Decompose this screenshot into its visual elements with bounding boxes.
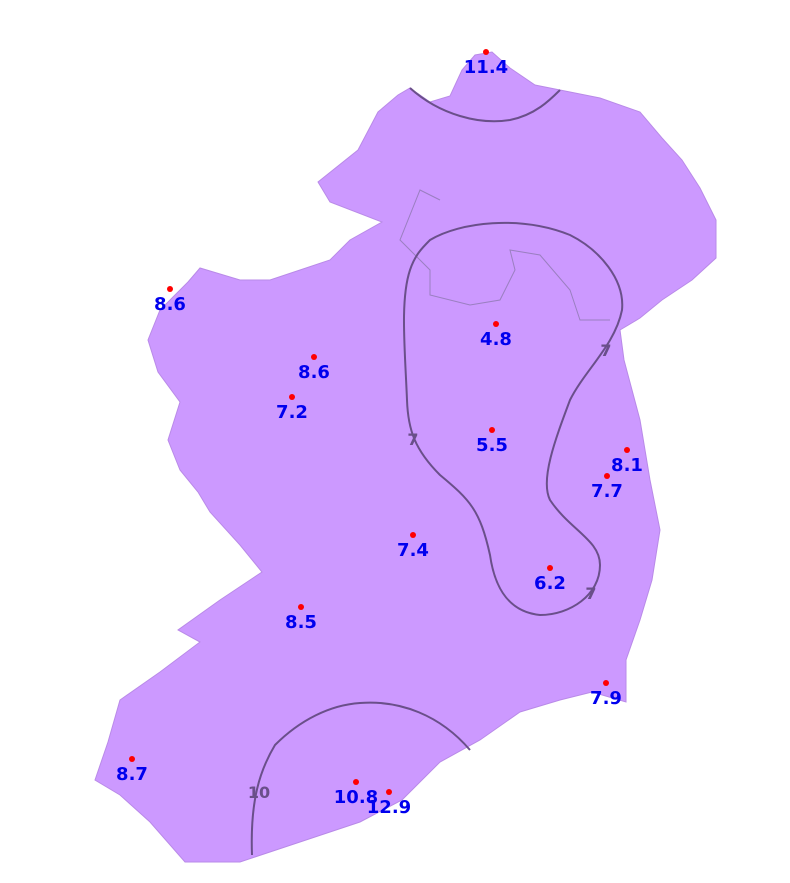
station-dot [603,680,609,686]
station-dot [298,604,304,610]
station-value-label: 8.7 [116,764,148,785]
station-value-label: 8.6 [154,294,186,315]
station-dot [353,779,359,785]
station-dot [493,321,499,327]
station-value-label: 7.2 [276,402,308,423]
station-dot [129,756,135,762]
station-value-label: 10.8 [334,787,378,808]
station-dot [624,447,630,453]
station-dot [604,473,610,479]
contour-label: 10 [248,783,270,802]
contour-7 [403,221,624,617]
station-value-label: 7.9 [590,688,622,709]
station-dot [311,354,317,360]
contour-label: 7 [585,584,596,603]
station-dot [289,394,295,400]
station-value-label: 8.1 [611,455,643,476]
station-value-label: 11.4 [464,57,508,78]
station-dot [489,427,495,433]
contour-10 [250,701,471,856]
station-dot [167,286,173,292]
station-dot [410,532,416,538]
station-value-label: 6.2 [534,573,566,594]
contour-north [409,87,561,123]
border-line [399,189,610,321]
ireland-landmass [94,51,717,863]
station-value-label: 8.5 [285,612,317,633]
station-dot [483,49,489,55]
station-dot [386,789,392,795]
station-dot [547,565,553,571]
station-value-label: 7.4 [397,540,429,561]
station-value-label: 8.6 [298,362,330,383]
contour-label: 7 [407,430,418,449]
station-value-label: 7.7 [591,481,623,502]
station-value-label: 4.8 [480,329,512,350]
station-value-label: 12.9 [367,797,411,818]
station-value-label: 5.5 [476,435,508,456]
contour-label: 7 [600,341,611,360]
